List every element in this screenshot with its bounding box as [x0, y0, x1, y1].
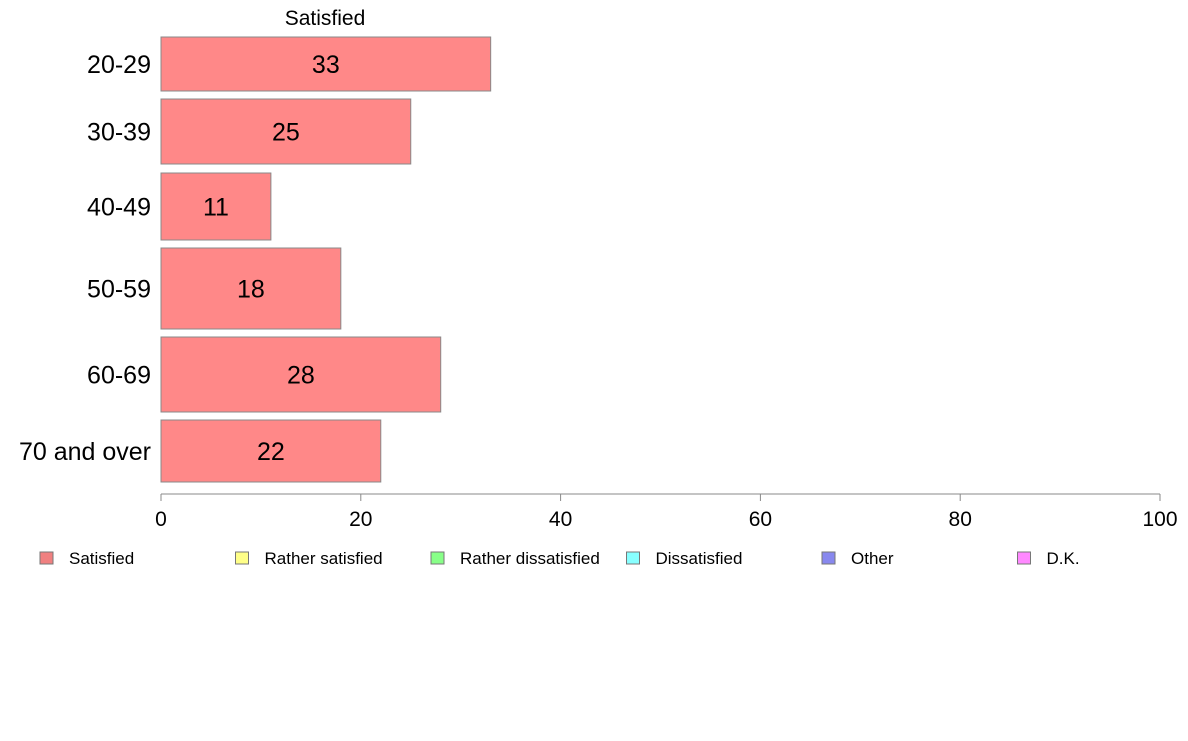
- bar-50-59: [160, 247, 342, 330]
- category-label: 50-59: [87, 276, 151, 304]
- bar-20-29: [160, 36, 492, 92]
- bar-value-label: 22: [257, 438, 285, 466]
- legend-label: D.K.: [1047, 549, 1080, 568]
- x-tick-label: 20: [349, 508, 372, 531]
- x-tick-label: 40: [549, 508, 572, 531]
- bar-value-label: 18: [237, 276, 265, 304]
- category-label: 30-39: [87, 119, 151, 147]
- legend-swatch: [235, 551, 249, 565]
- bar-40-49: [160, 172, 272, 241]
- bar-value-label: 33: [312, 51, 340, 79]
- legend-swatch: [1017, 551, 1031, 565]
- category-label: 60-69: [87, 362, 151, 390]
- x-axis: 0 20 40 60 80 100: [155, 493, 1178, 531]
- legend-swatch: [39, 551, 54, 565]
- legend-swatch: [430, 551, 445, 565]
- bar-value-label: 11: [203, 194, 229, 222]
- x-tick-label: 0: [155, 508, 167, 531]
- x-tick-label: 60: [749, 508, 772, 531]
- bars-layer: 33 20-29 25 30-39 11 40-49 18 50-59 28 60-69 22 70 …: [19, 36, 492, 483]
- legend: Satisfied Rather satisfied Rather dissatis…: [39, 549, 1080, 568]
- category-label: 70 and over: [19, 438, 151, 466]
- legend-label: Rather dissatisfied: [460, 549, 600, 568]
- category-label: 40-49: [87, 194, 151, 222]
- x-tick-label: 100: [1142, 508, 1177, 531]
- bar-value-label: 25: [272, 119, 300, 147]
- bar-70-and-over: [160, 419, 382, 483]
- category-label: 20-29: [87, 51, 151, 79]
- legend-label: Dissatisfied: [656, 549, 743, 568]
- bar-30-39: [160, 98, 412, 165]
- legend-label: Other: [851, 549, 894, 568]
- legend-label: Rather satisfied: [265, 549, 383, 568]
- bar-60-69: [160, 336, 442, 413]
- legend-label: Satisfied: [69, 549, 134, 568]
- x-tick-label: 80: [949, 508, 972, 531]
- bar-value-label: 28: [287, 362, 315, 390]
- legend-swatch: [626, 551, 640, 565]
- legend-swatch: [821, 551, 836, 565]
- chart-title: Satisfied: [285, 7, 366, 30]
